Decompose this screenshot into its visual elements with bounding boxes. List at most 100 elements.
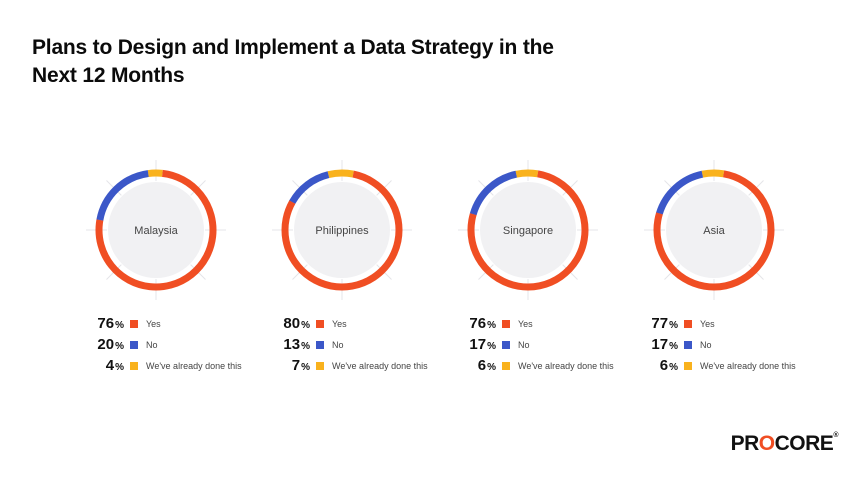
- legend-swatch: [316, 362, 324, 370]
- donut-svg: Malaysia: [86, 160, 226, 300]
- value-label: 6%: [478, 356, 496, 378]
- value-number: 6: [477, 357, 487, 374]
- value-label: 76%: [469, 314, 496, 336]
- donut-center: [108, 182, 204, 278]
- value-label: 77%: [651, 314, 678, 336]
- value-number: 6: [659, 357, 669, 374]
- legend-swatch: [130, 320, 138, 328]
- legend-swatch: [502, 341, 510, 349]
- legend-swatch: [130, 341, 138, 349]
- chart-legend: 76% Yes 17% No 6% We've already done this: [430, 314, 620, 377]
- value-number: 80: [283, 315, 301, 332]
- value-unit: %: [115, 320, 124, 331]
- value-number: 76: [97, 315, 115, 332]
- donut-svg: Philippines: [272, 160, 412, 300]
- donut-slice-yes: [467, 169, 589, 291]
- value-unit: %: [487, 341, 496, 352]
- value-number: 4: [105, 357, 115, 374]
- value-label: 20%: [97, 335, 124, 357]
- value-unit: %: [669, 362, 678, 373]
- title-line-2: Next 12 Months: [32, 64, 185, 87]
- legend-swatch: [684, 341, 692, 349]
- page-title: Plans to Design and Implement a Data Str…: [32, 34, 672, 90]
- legend-label: No: [146, 340, 158, 350]
- value-number: 13: [283, 336, 301, 353]
- value-unit: %: [301, 362, 310, 373]
- value-unit: %: [669, 320, 678, 331]
- legend-swatch: [684, 362, 692, 370]
- value-number: 76: [469, 315, 487, 332]
- value-unit: %: [301, 341, 310, 352]
- donut-label: Singapore: [503, 225, 553, 237]
- donut-svg: Asia: [644, 160, 784, 300]
- legend-label: We've already done this: [332, 361, 428, 371]
- value-number: 7: [291, 357, 301, 374]
- legend-row: 20% No: [58, 335, 248, 356]
- value-number: 20: [97, 336, 115, 353]
- legend-label: No: [332, 340, 344, 350]
- value-unit: %: [669, 341, 678, 352]
- chart-legend: 80% Yes 13% No 7% We've already done this: [244, 314, 434, 377]
- value-label: 7%: [292, 356, 310, 378]
- value-number: 77: [651, 315, 669, 332]
- legend-label: Yes: [332, 319, 347, 329]
- legend-label: We've already done this: [518, 361, 614, 371]
- donut-center: [666, 182, 762, 278]
- legend-row: 80% Yes: [244, 314, 434, 335]
- donut-chart: Singapore: [458, 160, 598, 300]
- legend-row: 13% No: [244, 335, 434, 356]
- chart-legend: 76% Yes 20% No 4% We've already done this: [58, 314, 248, 377]
- value-label: 17%: [469, 335, 496, 357]
- legend-row: 7% We've already done this: [244, 356, 434, 377]
- value-label: 17%: [651, 335, 678, 357]
- value-label: 80%: [283, 314, 310, 336]
- donut-slice-no: [467, 169, 589, 291]
- logo-text-o: O: [758, 432, 775, 455]
- legend-row: 17% No: [430, 335, 620, 356]
- legend-label: Yes: [518, 319, 533, 329]
- donut-center: [294, 182, 390, 278]
- legend-row: 77% Yes: [612, 314, 802, 335]
- value-unit: %: [115, 362, 124, 373]
- legend-row: 76% Yes: [58, 314, 248, 335]
- donut-chart: Philippines: [272, 160, 412, 300]
- donut-chart: Asia: [644, 160, 784, 300]
- value-label: 6%: [660, 356, 678, 378]
- value-label: 4%: [106, 356, 124, 378]
- legend-row: 17% No: [612, 335, 802, 356]
- value-number: 17: [651, 336, 669, 353]
- legend-label: Yes: [146, 319, 161, 329]
- donut-slice-no: [95, 169, 217, 291]
- donut-slice-yes: [281, 169, 403, 291]
- donut-label: Malaysia: [134, 225, 178, 237]
- legend-swatch: [502, 320, 510, 328]
- legend-swatch: [502, 362, 510, 370]
- value-unit: %: [487, 362, 496, 373]
- donut-chart: Malaysia: [86, 160, 226, 300]
- title-line-1: Plans to Design and Implement a Data Str…: [32, 36, 554, 59]
- value-label: 13%: [283, 335, 310, 357]
- value-unit: %: [487, 320, 496, 331]
- legend-label: No: [700, 340, 712, 350]
- donut-label: Philippines: [315, 225, 369, 237]
- logo-text-b: CORE: [774, 432, 834, 455]
- legend-row: 4% We've already done this: [58, 356, 248, 377]
- legend-swatch: [316, 341, 324, 349]
- donut-label: Asia: [703, 225, 725, 237]
- legend-swatch: [316, 320, 324, 328]
- legend-label: Yes: [700, 319, 715, 329]
- legend-label: We've already done this: [700, 361, 796, 371]
- legend-row: 6% We've already done this: [612, 356, 802, 377]
- donut-slice-yes: [95, 169, 217, 291]
- donut-svg: Singapore: [458, 160, 598, 300]
- logo-text-a: PR: [730, 432, 760, 455]
- legend-swatch: [684, 320, 692, 328]
- procore-logo: PROCORE®: [730, 432, 839, 456]
- donut-slice-no: [653, 169, 775, 291]
- value-label: 76%: [97, 314, 124, 336]
- value-unit: %: [301, 320, 310, 331]
- donut-center: [480, 182, 576, 278]
- legend-label: No: [518, 340, 530, 350]
- legend-swatch: [130, 362, 138, 370]
- value-number: 17: [469, 336, 487, 353]
